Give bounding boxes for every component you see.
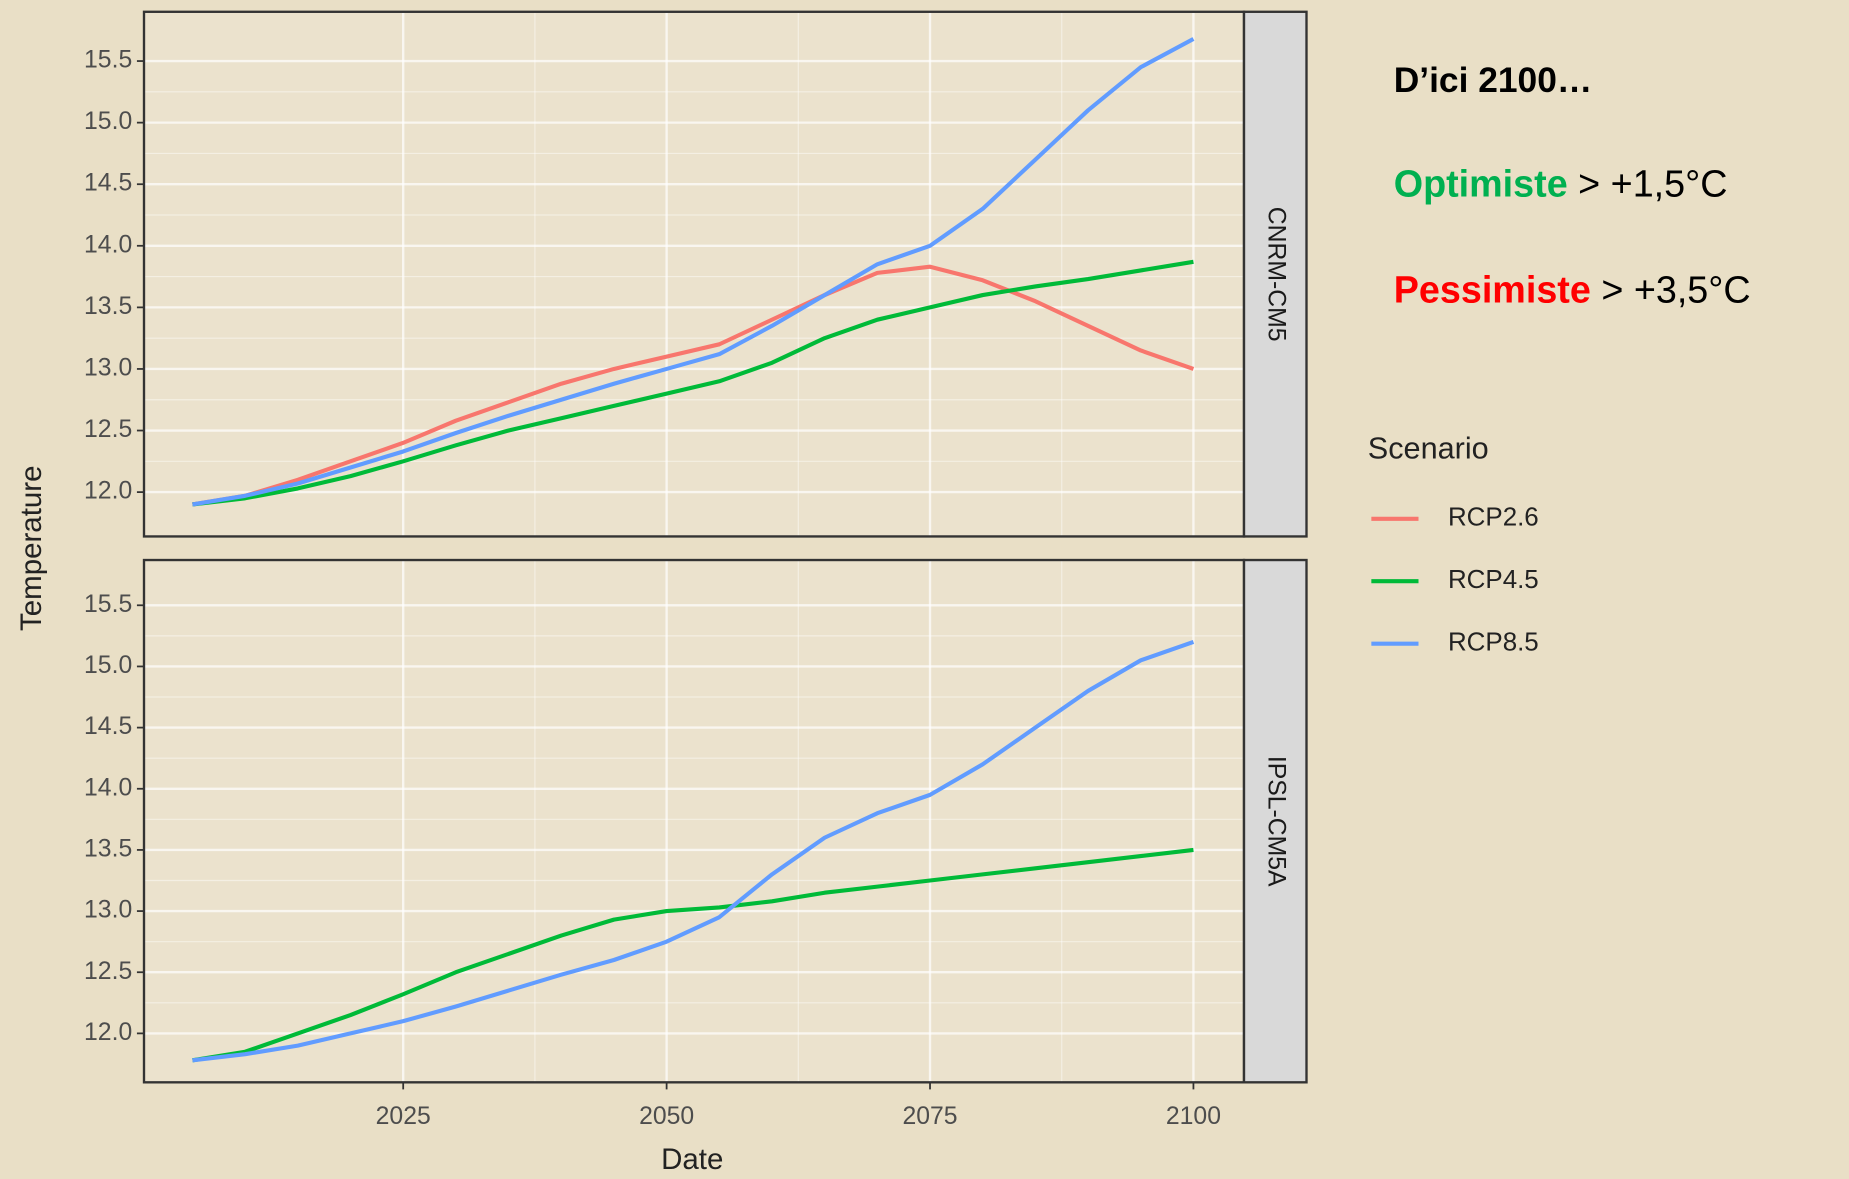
legend-label: RCP2.6 [1448,504,1539,532]
series-line [192,37,1195,507]
series-line [192,640,1195,1063]
y-tick-label: 15.0 [84,108,132,135]
y-tick-label: 14.0 [84,231,132,258]
series-line [192,264,1195,507]
x-tick-label: 2050 [639,1103,694,1130]
plot-panel [144,560,1245,1083]
y-tick-label: 14.5 [84,170,132,197]
annotation-line: Pessimiste > +3,5°C [1394,268,1751,310]
legend-label: RCP8.5 [1448,629,1539,657]
facet-label: IPSL-CM5A [1263,756,1290,887]
y-tick-label: 14.5 [84,713,132,740]
facet-label: CNRM-CM5 [1263,207,1290,342]
annotation-line: Optimiste > +1,5°C [1394,162,1728,204]
y-tick-label: 12.0 [84,1019,132,1046]
x-tick-label: 2100 [1166,1103,1221,1130]
plot-panel [144,11,1245,537]
y-tick-label: 15.5 [84,591,132,618]
annotation-text: > +3,5°C [1601,268,1750,310]
y-tick-label: 13.0 [84,897,132,924]
y-tick-label: 12.5 [84,416,132,443]
legend-label: RCP4.5 [1448,566,1539,594]
y-tick-label: 13.5 [84,293,132,320]
annotation-heading: D’ici 2100… [1394,61,1593,100]
facet-strip [1242,10,1308,538]
y-tick-label: 12.5 [84,958,132,985]
y-tick-label: 13.0 [84,354,132,381]
legend-title: Scenario [1368,431,1489,465]
y-axis-label: Temperature [15,466,48,631]
annotation-label: Optimiste [1394,162,1568,204]
x-tick-label: 2025 [376,1103,431,1130]
series-line [192,847,1194,1063]
annotation-text: > +1,5°C [1578,162,1727,204]
x-axis-label: Date [661,1143,723,1176]
x-tick-label: 2075 [902,1103,957,1130]
y-tick-label: 15.5 [84,47,132,74]
y-tick-label: 15.0 [84,652,132,679]
annotation-label: Pessimiste [1394,268,1591,310]
series-line [192,259,1194,507]
facet-strip [1242,558,1308,1084]
y-tick-label: 12.0 [84,478,132,505]
y-tick-label: 13.5 [84,835,132,862]
y-tick-label: 14.0 [84,774,132,801]
